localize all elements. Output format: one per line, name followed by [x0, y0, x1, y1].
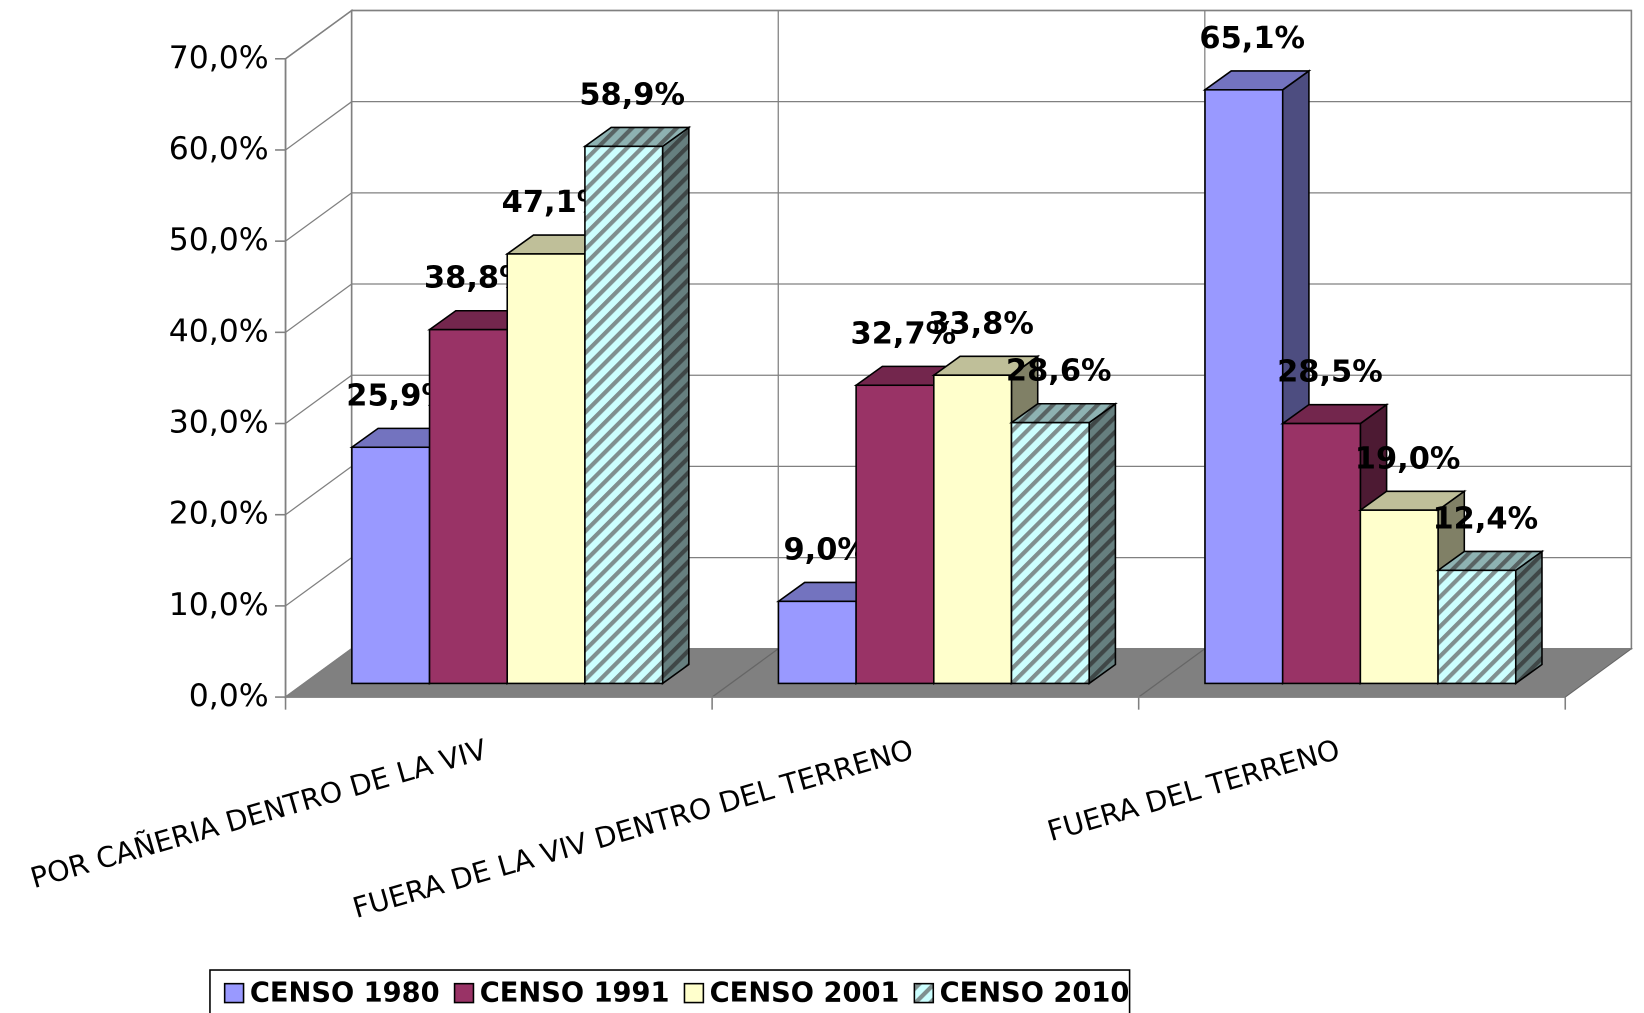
y-tick-label: 50,0%: [169, 222, 269, 258]
legend-swatch: [683, 982, 705, 1004]
bar: [582, 125, 692, 685]
legend-label: CENSO 1980: [250, 978, 440, 1009]
bar-front: [506, 253, 586, 685]
bar-front: [933, 374, 1013, 685]
bar-front: [1437, 569, 1517, 685]
floor-divider: [711, 648, 779, 698]
bar-front: [428, 328, 509, 685]
value-label: 19,0%: [1355, 441, 1461, 476]
bar-front: [1010, 421, 1090, 685]
y-tick-label: 0,0%: [189, 678, 269, 714]
bar-top-shade: [1438, 551, 1542, 571]
bar-side-shade: [662, 127, 689, 684]
y-tick-label: 40,0%: [169, 313, 269, 349]
bar: [1435, 549, 1545, 685]
legend-label: CENSO 2001: [710, 978, 900, 1009]
bar-front: [855, 384, 935, 685]
side-wall: [284, 8, 353, 699]
value-label: 58,9%: [579, 77, 685, 112]
value-label: 12,4%: [1432, 501, 1538, 536]
bar-side-shade: [1089, 403, 1116, 684]
y-tick-label: 20,0%: [169, 496, 269, 532]
bar-front: [1281, 422, 1362, 685]
value-label: 32,7%: [851, 316, 957, 351]
legend-label: CENSO 2010: [940, 978, 1130, 1009]
bar-front: [351, 446, 431, 685]
grid-line: [285, 101, 353, 151]
value-label: 28,5%: [1277, 355, 1383, 390]
y-tick-label: 60,0%: [169, 131, 269, 167]
bar-side-shade: [1515, 551, 1542, 684]
bar-front: [584, 145, 664, 685]
value-label: 33,8%: [928, 306, 1034, 341]
plot: 0,0% 10,0% 20,0% 30,0% 40,0% 50,0% 60,0% 70,0% 2…: [27, 8, 1633, 1013]
value-label: 28,6%: [1006, 354, 1112, 389]
legend-swatch: [913, 982, 935, 1004]
grid-line: [285, 9, 353, 60]
x-tick-label: FUERA DEL TERRENO: [1044, 733, 1344, 848]
bar-front: [1204, 89, 1284, 685]
bar: [1009, 402, 1118, 685]
grid-line: [285, 374, 353, 425]
grid-line: [285, 557, 353, 607]
legend-box: [209, 969, 1131, 1013]
legend-swatch: [223, 982, 245, 1004]
grid-line: [285, 648, 353, 698]
legend-label: CENSO 1991: [480, 978, 670, 1009]
x-tick-label: POR CAÑERIA DENTRO DE LA VIV: [27, 733, 491, 895]
value-label: 65,1%: [1199, 21, 1305, 56]
y-tick-label: 10,0%: [169, 587, 269, 623]
grid-line: [285, 192, 353, 242]
bar-top-shade: [1011, 403, 1116, 423]
y-tick-label: 30,0%: [169, 405, 269, 441]
grid-line: [285, 465, 353, 516]
y-tick-label: 70,0%: [169, 40, 269, 76]
bar-front: [1359, 509, 1439, 685]
bar-top-shade: [584, 127, 689, 147]
grid-line: [285, 283, 353, 333]
bar-front: [777, 600, 857, 685]
legend-swatch: [453, 982, 475, 1004]
value-label: 9,0%: [783, 532, 867, 567]
floor-divider: [1138, 648, 1206, 698]
